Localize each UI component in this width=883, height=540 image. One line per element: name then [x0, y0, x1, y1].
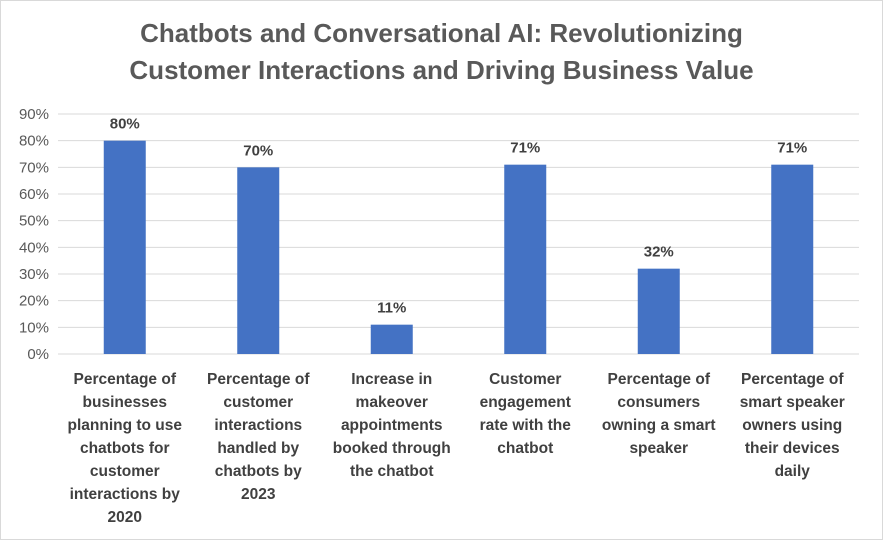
x-category-label-line: customer — [89, 463, 160, 480]
x-category-label-line: interactions — [214, 417, 303, 434]
y-tick-label: 10% — [19, 319, 49, 336]
data-label: 70% — [243, 142, 273, 159]
x-category-label-line: smart speaker — [739, 394, 845, 411]
x-category-label: Percentage of customer interactions handled… — [197, 368, 319, 506]
x-category-label-line: Percentage of — [740, 371, 844, 388]
y-tick-label: 80% — [19, 133, 49, 150]
y-tick-label: 90% — [19, 106, 49, 123]
data-label: 71% — [777, 140, 807, 157]
x-category-label-line: chatbot — [497, 440, 554, 457]
data-label: 32% — [644, 244, 674, 261]
y-tick-label: 50% — [19, 213, 49, 230]
x-category-label-line: owners using — [742, 417, 843, 434]
x-category-label-line: their devices — [744, 440, 840, 457]
bar — [370, 324, 413, 354]
y-tick-label: 0% — [27, 346, 49, 363]
data-label: 80% — [110, 116, 140, 133]
x-category-label-line: chatbots by — [214, 463, 302, 480]
x-category-label-line: speaker — [629, 440, 689, 457]
x-category-label-line: Percentage of — [607, 371, 710, 388]
x-category-label-line: Customer — [489, 371, 562, 388]
x-category-label: Increase in makeover appointments booked th… — [331, 368, 453, 483]
x-category-label-line: booked through — [332, 440, 451, 457]
y-tick-label: 30% — [19, 266, 49, 283]
x-category-label-line: Percentage of — [73, 371, 176, 388]
x-category-label-line: owning a smart — [601, 417, 716, 434]
y-tick-label: 60% — [19, 186, 49, 203]
bar — [237, 167, 280, 354]
x-category-label-line: customer — [223, 394, 294, 411]
x-category-label-line: businesses — [82, 394, 167, 411]
x-category-label-line: planning to use — [67, 417, 183, 434]
x-category-label-line: appointments — [340, 417, 443, 434]
y-tick-label: 70% — [19, 159, 49, 176]
x-category-label-line: 2023 — [241, 486, 276, 503]
x-category-label-line: the chatbot — [349, 463, 434, 480]
y-tick-label: 40% — [19, 239, 49, 256]
x-category-label-line: interactions by — [69, 486, 180, 503]
x-category-label-line: handled by — [217, 440, 300, 457]
x-category-label-line: chatbots for — [79, 440, 170, 457]
bar — [771, 164, 814, 354]
x-category-label-line: consumers — [617, 394, 701, 411]
x-category-label-line: Percentage of — [206, 371, 310, 388]
x-category-label-line: daily — [774, 463, 810, 480]
x-category-label: Customer engagement rate with the chatbot — [464, 368, 586, 460]
chart-title-line-1: Chatbots and Conversational AI: Revoluti… — [140, 18, 743, 48]
x-category-label: Percentage of consumers owning a smart spea… — [598, 368, 720, 460]
x-category-label: Percentage of businesses planning to use ch… — [64, 368, 186, 529]
chart-title-line-2: Customer Interactions and Driving Busine… — [129, 55, 754, 85]
x-category-label: Percentage of smart speaker owners using th… — [731, 368, 853, 483]
y-tick-label: 20% — [19, 293, 49, 310]
chart-title: Chatbots and Conversational AI: Revoluti… — [1, 15, 882, 89]
x-category-label-line: engagement — [479, 394, 571, 411]
x-category-label-line: makeover — [355, 394, 428, 411]
x-category-label-line: 2020 — [107, 509, 142, 526]
bar — [637, 268, 680, 354]
data-label: 71% — [510, 140, 540, 157]
bar — [504, 164, 547, 354]
x-category-label-line: rate with the — [479, 417, 571, 434]
x-category-label-line: Increase in — [351, 371, 433, 388]
bar — [103, 140, 146, 354]
data-label: 11% — [377, 300, 406, 317]
